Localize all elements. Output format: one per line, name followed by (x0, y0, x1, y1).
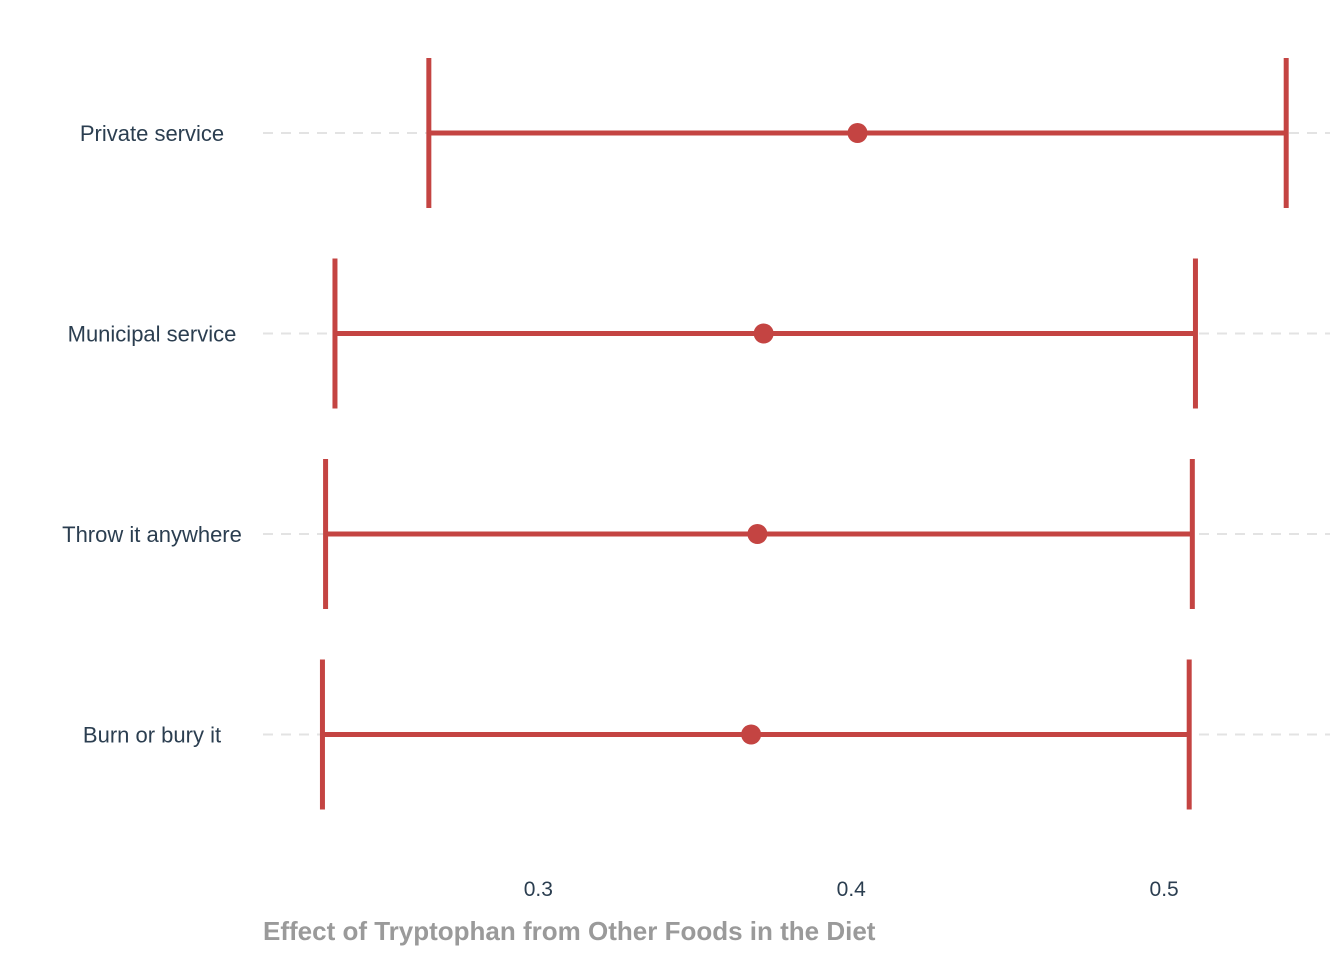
category-label: Private service (80, 121, 224, 146)
estimate-point (753, 323, 774, 344)
category-label: Burn or bury it (83, 723, 221, 748)
category-labels: Private service Municipal service Throw it… (62, 121, 242, 748)
error-bars (319, 58, 1289, 810)
x-tick-label: 0.5 (1150, 878, 1179, 901)
x-tick-label: 0.4 (837, 878, 867, 901)
category-label: Throw it anywhere (62, 522, 242, 547)
x-tick-label: 0.3 (524, 878, 553, 901)
category-label: Municipal service (68, 322, 237, 347)
estimate-point (847, 123, 868, 143)
estimate-point (747, 524, 768, 544)
grid-lines (263, 132, 1330, 736)
x-axis-title: Effect of Tryptophan from Other Foods in… (263, 916, 876, 946)
estimate-point (741, 724, 762, 745)
x-axis-ticks: 0.3 0.4 0.5 (524, 878, 1179, 901)
